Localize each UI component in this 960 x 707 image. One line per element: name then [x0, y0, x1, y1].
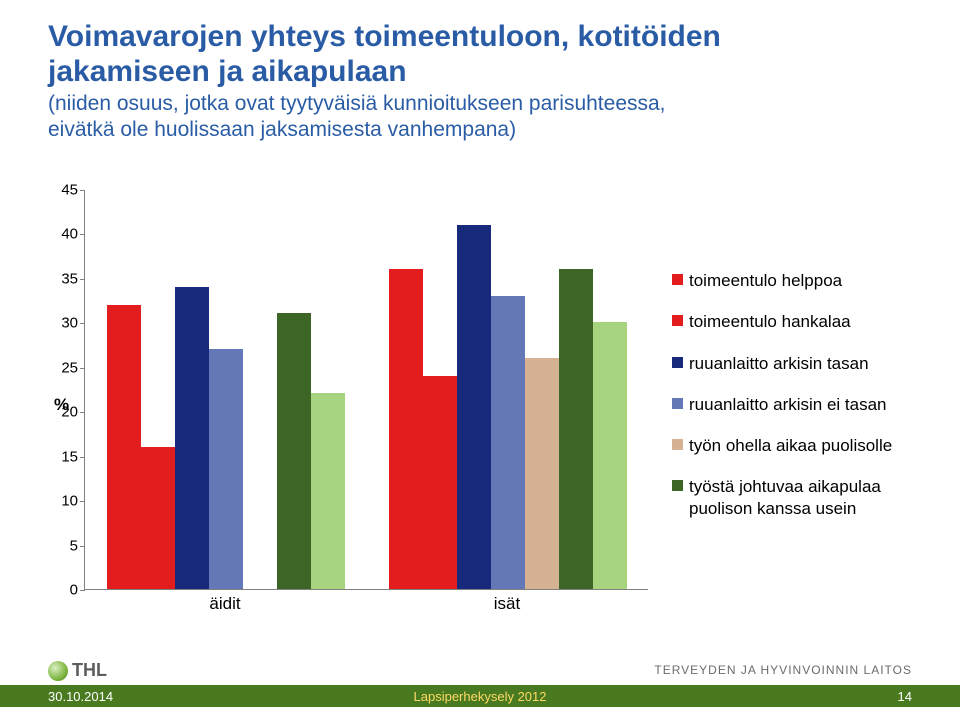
footer-source: Lapsiperhekysely 2012: [414, 689, 547, 704]
y-tick-mark: [80, 323, 85, 324]
y-tick-label: 40: [61, 226, 78, 243]
y-tick-label: 45: [61, 182, 78, 199]
y-tick-label: 25: [61, 359, 78, 376]
legend-label: ruuanlaitto arkisin ei tasan: [689, 394, 887, 415]
legend-item: työstä johtuvaa aikapulaa puolison kanss…: [672, 476, 936, 519]
legend-item: toimeentulo hankalaa: [672, 311, 936, 332]
slide: Voimavarojen yhteys toimeentuloon, kotit…: [0, 0, 960, 707]
legend-label: ruuanlaitto arkisin tasan: [689, 353, 869, 374]
bar: [423, 376, 457, 589]
legend-swatch: [672, 274, 683, 285]
title-line-2: jakamiseen ja aikapulaan: [48, 55, 407, 88]
legend-label: toimeentulo helppoa: [689, 270, 842, 291]
y-tick-mark: [80, 546, 85, 547]
legend-label: toimeentulo hankalaa: [689, 311, 851, 332]
legend-swatch: [672, 480, 683, 491]
title-line-1: Voimavarojen yhteys toimeentuloon, kotit…: [48, 20, 721, 53]
y-tick-label: 15: [61, 448, 78, 465]
x-tick-label: isät: [494, 594, 520, 614]
legend-swatch: [672, 357, 683, 368]
y-tick-label: 0: [70, 582, 78, 599]
y-tick-mark: [80, 234, 85, 235]
title-block: Voimavarojen yhteys toimeentuloon, kotit…: [48, 20, 912, 144]
y-tick-mark: [80, 590, 85, 591]
subtitle-line-1: (niiden osuus, jotka ovat tyytyväisiä ku…: [48, 92, 666, 115]
footer-page-number: 14: [898, 689, 912, 704]
y-tick-mark: [80, 457, 85, 458]
subtitle-line-2: eivätkä ole huolissaan jaksamisesta vanh…: [48, 118, 516, 141]
y-tick-mark: [80, 279, 85, 280]
y-tick-mark: [80, 412, 85, 413]
bar-group: [107, 287, 345, 589]
x-tick-label: äidit: [209, 594, 240, 614]
bar: [559, 269, 593, 589]
footer: 30.10.2014 Lapsiperhekysely 2012 14: [0, 663, 960, 707]
plot-area: [84, 190, 648, 590]
bar: [141, 447, 175, 589]
bar: [209, 349, 243, 589]
bar-group: [389, 225, 627, 589]
legend-item: toimeentulo helppoa: [672, 270, 936, 291]
y-tick-mark: [80, 368, 85, 369]
y-tick-mark: [80, 190, 85, 191]
legend-item: ruuanlaitto arkisin ei tasan: [672, 394, 936, 415]
legend-label: työstä johtuvaa aikapulaa puolison kanss…: [689, 476, 936, 519]
x-axis-labels: äidit isät: [84, 594, 648, 620]
legend-swatch: [672, 439, 683, 450]
y-axis: 051015202530354045: [48, 190, 84, 620]
legend: toimeentulo helppoa toimeentulo hankalaa r…: [672, 270, 936, 539]
subtitle: (niiden osuus, jotka ovat tyytyväisiä ku…: [48, 91, 912, 144]
bar: [389, 269, 423, 589]
bar: [525, 358, 559, 589]
bar: [457, 225, 491, 589]
bar: [175, 287, 209, 589]
bars-container: [85, 190, 648, 589]
y-tick-label: 30: [61, 315, 78, 332]
legend-swatch: [672, 398, 683, 409]
legend-item: työn ohella aikaa puolisolle: [672, 435, 936, 456]
legend-label: työn ohella aikaa puolisolle: [689, 435, 892, 456]
y-tick-label: 20: [61, 404, 78, 421]
bar: [107, 305, 141, 589]
footer-date: 30.10.2014: [48, 689, 113, 704]
y-tick-label: 10: [61, 493, 78, 510]
title-main: Voimavarojen yhteys toimeentuloon, kotit…: [48, 20, 912, 89]
bar: [311, 393, 345, 589]
bar: [277, 313, 311, 589]
bar: [593, 322, 627, 589]
y-tick-mark: [80, 501, 85, 502]
y-tick-label: 5: [70, 537, 78, 554]
y-tick-label: 35: [61, 270, 78, 287]
legend-item: ruuanlaitto arkisin tasan: [672, 353, 936, 374]
bar-chart: % 051015202530354045 äiditisät: [48, 190, 648, 620]
bar: [491, 296, 525, 589]
legend-swatch: [672, 315, 683, 326]
